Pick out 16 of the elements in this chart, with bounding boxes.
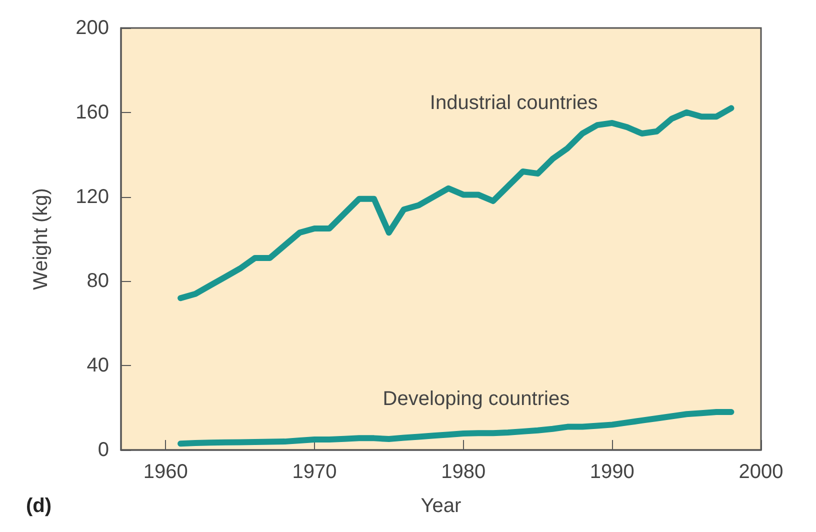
x-tick-label: 1960 bbox=[143, 461, 188, 483]
y-tick-label: 200 bbox=[76, 17, 109, 39]
x-axis-title: Year bbox=[420, 495, 462, 517]
series-label: Industrial countries bbox=[430, 92, 598, 114]
x-tick-label: 1970 bbox=[292, 461, 337, 483]
series-label: Developing countries bbox=[382, 388, 570, 410]
x-tick-label: 2000 bbox=[738, 461, 784, 483]
y-axis-title: Weight (kg) bbox=[30, 188, 52, 290]
text: (d) bbox=[26, 495, 52, 517]
y-tick-label: 40 bbox=[86, 354, 109, 377]
x-tick-label: 1990 bbox=[590, 461, 634, 483]
y-tick-label: 80 bbox=[86, 270, 109, 292]
y-tick-label: 0 bbox=[98, 439, 109, 461]
y-tick-label: 160 bbox=[76, 101, 109, 124]
x-tick-label: 1980 bbox=[441, 461, 486, 483]
y-tick-label: 120 bbox=[76, 186, 109, 208]
